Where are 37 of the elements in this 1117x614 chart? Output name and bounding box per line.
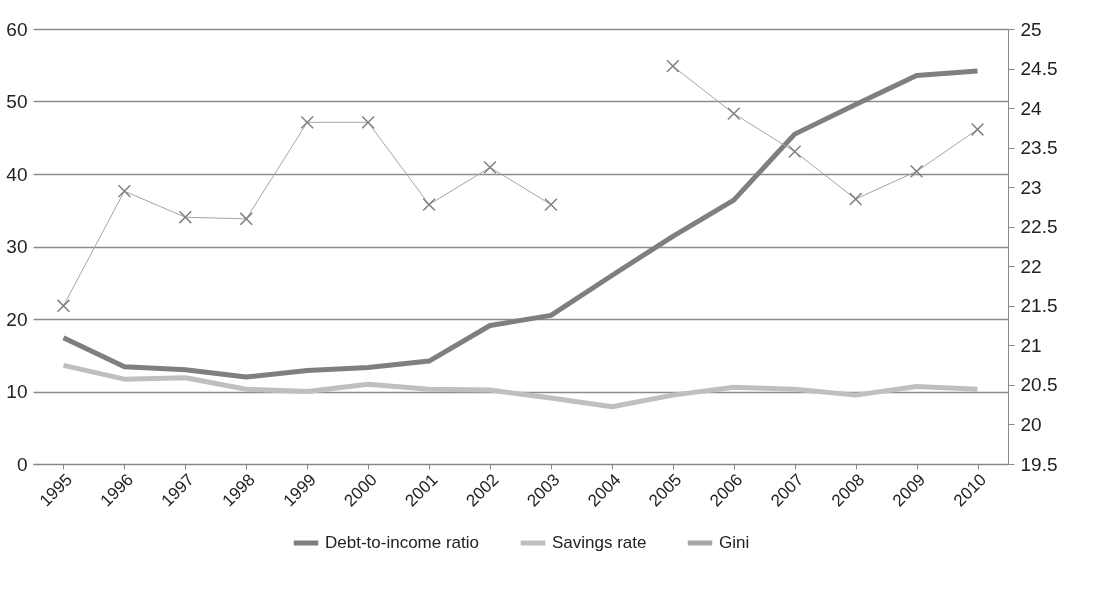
y-tick-label: 50: [6, 91, 28, 112]
point: [848, 192, 863, 206]
point: [422, 197, 436, 212]
y2-tick-label: 22.5: [1020, 216, 1058, 238]
point: [727, 106, 741, 121]
point: [666, 59, 680, 73]
y2-tick-label: 21.5: [1020, 295, 1058, 317]
legend-label: Gini: [719, 533, 750, 552]
y2-tick-label: 25: [1020, 18, 1042, 40]
y2-tick-label: 22: [1020, 255, 1042, 277]
point: [909, 164, 924, 179]
y2-tick-label: 20.5: [1020, 374, 1058, 396]
y-tick-label: 10: [6, 381, 28, 402]
y2-tick-label: 21: [1020, 334, 1042, 356]
point: [56, 299, 71, 313]
point: [117, 184, 132, 198]
legend-label: Savings rate: [552, 533, 647, 552]
y2-tick-label: 23.5: [1020, 137, 1058, 159]
point: [788, 144, 802, 159]
y-tick-label: 30: [6, 236, 28, 257]
y2-tick-label: 24.5: [1020, 58, 1058, 80]
point: [483, 160, 497, 175]
point: [178, 210, 193, 224]
y-tick-label: 60: [6, 18, 28, 40]
y2-tick-label: 23: [1020, 176, 1042, 198]
y-tick-label: 0: [16, 453, 28, 475]
legend-label: Debt-to-income ratio: [325, 533, 480, 552]
point: [239, 212, 253, 226]
point: [300, 115, 314, 129]
y2-tick-label: 20: [1020, 413, 1042, 435]
y-tick-label: 20: [6, 308, 28, 330]
y2-tick-label: 24: [1020, 97, 1043, 119]
y-tick-label: 40: [6, 163, 28, 185]
point: [544, 197, 558, 212]
y2-tick-label: 19.5: [1020, 453, 1058, 475]
point: [361, 115, 375, 129]
point: [970, 122, 985, 137]
